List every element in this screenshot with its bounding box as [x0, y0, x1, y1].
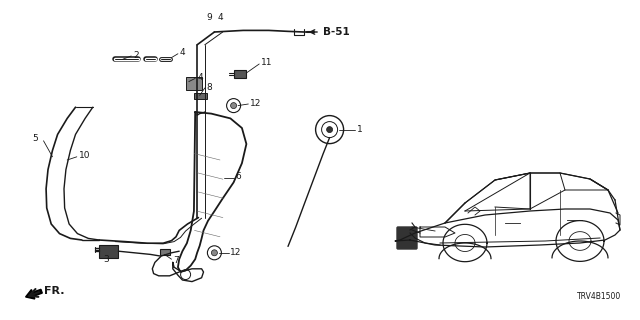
Text: 1: 1: [357, 125, 363, 134]
Circle shape: [230, 103, 237, 108]
Bar: [186, 77, 202, 90]
Bar: [194, 93, 207, 99]
FancyArrow shape: [26, 289, 42, 299]
Text: 4: 4: [179, 48, 185, 57]
Text: B-51: B-51: [323, 27, 350, 37]
Circle shape: [211, 250, 218, 256]
Bar: [234, 70, 246, 78]
Text: 9: 9: [206, 13, 212, 22]
Circle shape: [326, 127, 333, 132]
Text: 3: 3: [104, 255, 109, 264]
Text: 8: 8: [207, 83, 212, 92]
FancyBboxPatch shape: [397, 227, 417, 249]
Text: 4: 4: [197, 73, 203, 82]
Bar: [160, 249, 170, 255]
Text: 12: 12: [230, 248, 242, 257]
Text: 4: 4: [218, 13, 223, 22]
Text: 7: 7: [173, 256, 179, 265]
Text: FR.: FR.: [44, 286, 64, 296]
Text: 2: 2: [133, 51, 139, 60]
Text: 11: 11: [261, 58, 273, 67]
Text: 5: 5: [32, 134, 38, 143]
Text: 12: 12: [250, 99, 261, 108]
Text: TRV4B1500: TRV4B1500: [577, 292, 621, 301]
Text: 6: 6: [236, 172, 241, 181]
Bar: [99, 245, 118, 258]
Text: 10: 10: [79, 151, 90, 160]
